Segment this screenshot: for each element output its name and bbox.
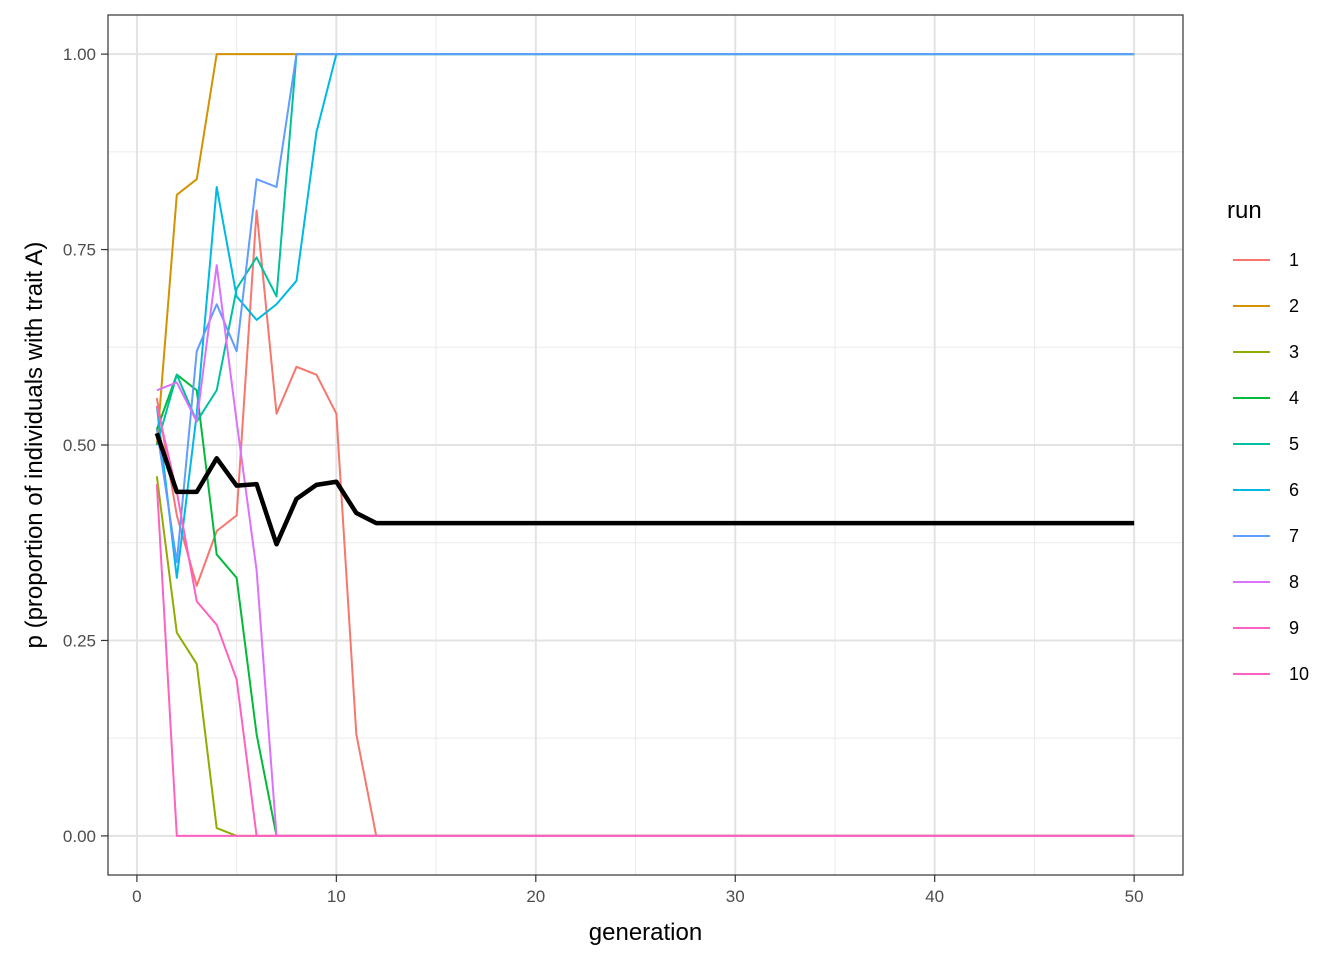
legend-label-run-5: 5	[1289, 434, 1299, 454]
legend-label-run-1: 1	[1289, 250, 1299, 270]
y-tick-label: 0.25	[63, 631, 96, 650]
x-tick-label: 50	[1125, 887, 1144, 906]
x-tick-label: 10	[327, 887, 346, 906]
y-tick-label: 1.00	[63, 45, 96, 64]
legend-label-run-2: 2	[1289, 296, 1299, 316]
legend-label-run-4: 4	[1289, 388, 1299, 408]
x-axis-title: generation	[589, 919, 702, 946]
legend: run 1 2 3 4 5 6 7 8 9 10	[1227, 197, 1309, 684]
legend-label-run-10: 10	[1289, 664, 1309, 684]
x-axis-ticks: 0 10 20 30 40 50	[132, 875, 1144, 906]
mean-line	[154, 432, 1135, 547]
x-tick-label: 20	[526, 887, 545, 906]
y-tick-label: 0.00	[63, 827, 96, 846]
y-axis-title: p (proportion of individuals with trait …	[21, 242, 48, 649]
y-axis-ticks: 0.00 0.25 0.50 0.75 1.00	[63, 45, 108, 846]
x-tick-label: 0	[132, 887, 141, 906]
series-line-run-7	[155, 53, 1135, 564]
y-tick-label: 0.50	[63, 436, 96, 455]
legend-label-run-7: 7	[1289, 526, 1299, 546]
legend-label-run-6: 6	[1289, 480, 1299, 500]
x-tick-label: 40	[925, 887, 944, 906]
legend-label-run-8: 8	[1289, 572, 1299, 592]
legend-label-run-9: 9	[1289, 618, 1299, 638]
series-lines	[155, 53, 1135, 837]
y-tick-label: 0.75	[63, 241, 96, 260]
mean-line-group	[154, 432, 1135, 547]
series-line-run-10	[155, 405, 1135, 837]
x-tick-label: 30	[726, 887, 745, 906]
legend-label-run-3: 3	[1289, 342, 1299, 362]
legend-title: run	[1227, 197, 1262, 224]
